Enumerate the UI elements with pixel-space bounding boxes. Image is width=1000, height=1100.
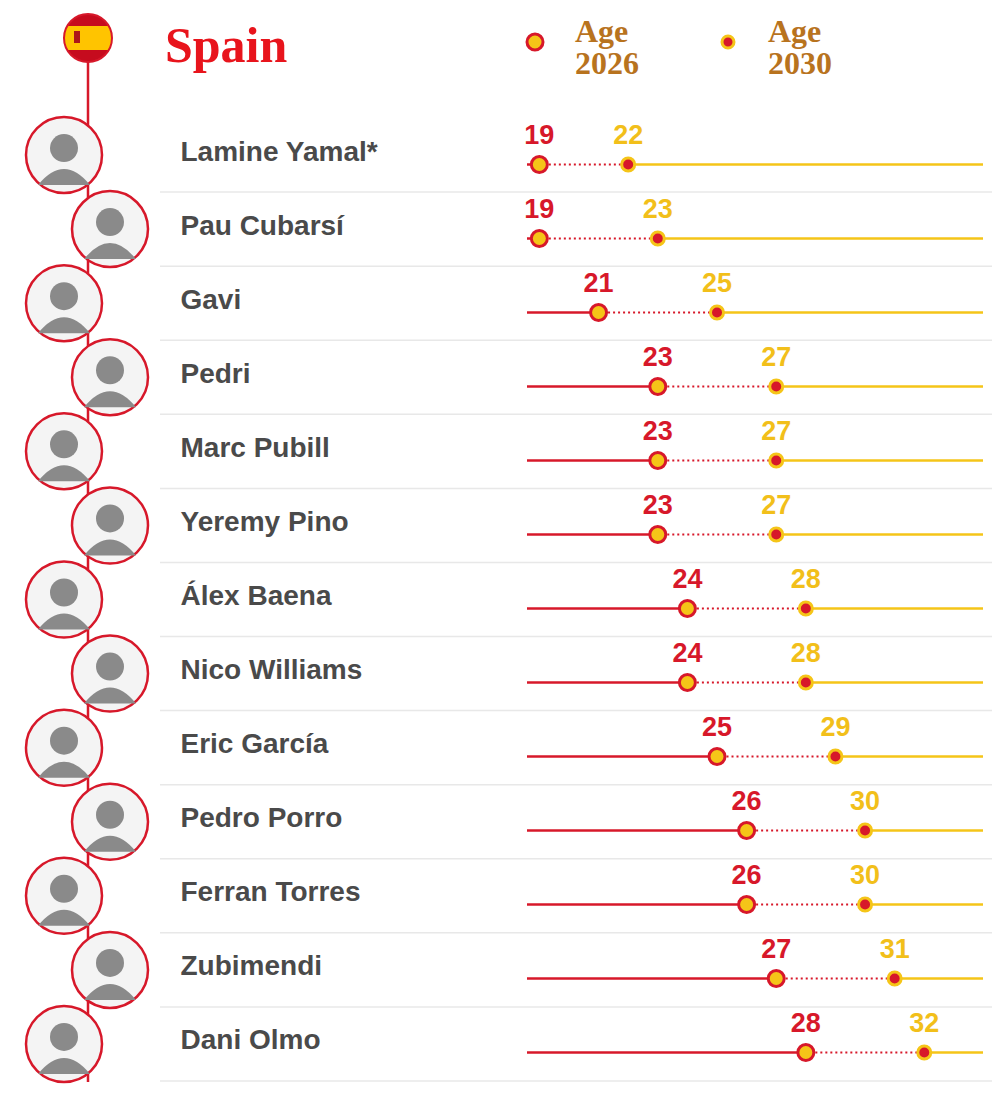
svg-text:Age2026: Age2026	[575, 13, 639, 81]
svg-text:30: 30	[850, 860, 880, 890]
svg-text:Nico Williams: Nico Williams	[181, 654, 363, 685]
svg-text:Lamine Yamal*: Lamine Yamal*	[181, 136, 378, 167]
svg-text:Marc Pubill: Marc Pubill	[181, 432, 330, 463]
svg-text:Dani Olmo: Dani Olmo	[181, 1024, 321, 1055]
svg-text:26: 26	[732, 860, 762, 890]
svg-text:27: 27	[761, 342, 791, 372]
svg-text:Zubimendi: Zubimendi	[181, 950, 323, 981]
svg-text:28: 28	[791, 564, 821, 594]
svg-text:23: 23	[643, 490, 673, 520]
svg-text:19: 19	[524, 194, 554, 224]
svg-text:Eric García: Eric García	[181, 728, 329, 759]
svg-text:21: 21	[584, 268, 614, 298]
svg-text:27: 27	[761, 934, 791, 964]
svg-text:Age2030: Age2030	[768, 13, 832, 81]
svg-text:25: 25	[702, 268, 732, 298]
svg-text:Pedro Porro: Pedro Porro	[181, 802, 343, 833]
svg-text:Spain: Spain	[165, 17, 288, 73]
svg-text:25: 25	[702, 712, 732, 742]
svg-text:32: 32	[909, 1008, 939, 1038]
svg-text:24: 24	[672, 638, 702, 668]
svg-text:29: 29	[820, 712, 850, 742]
svg-text:22: 22	[613, 120, 643, 150]
svg-text:23: 23	[643, 416, 673, 446]
svg-text:Yeremy Pino: Yeremy Pino	[181, 506, 349, 537]
svg-text:26: 26	[732, 786, 762, 816]
svg-text:30: 30	[850, 786, 880, 816]
svg-text:Ferran Torres: Ferran Torres	[181, 876, 361, 907]
svg-text:28: 28	[791, 638, 821, 668]
svg-text:27: 27	[761, 416, 791, 446]
svg-text:28: 28	[791, 1008, 821, 1038]
svg-text:23: 23	[643, 194, 673, 224]
svg-text:31: 31	[880, 934, 910, 964]
svg-text:Gavi: Gavi	[181, 284, 242, 315]
svg-text:Pedri: Pedri	[181, 358, 251, 389]
svg-text:Álex Baena: Álex Baena	[181, 580, 332, 611]
svg-text:24: 24	[672, 564, 702, 594]
svg-text:23: 23	[643, 342, 673, 372]
svg-text:19: 19	[524, 120, 554, 150]
svg-text:Pau Cubarsí: Pau Cubarsí	[181, 210, 346, 241]
svg-text:27: 27	[761, 490, 791, 520]
